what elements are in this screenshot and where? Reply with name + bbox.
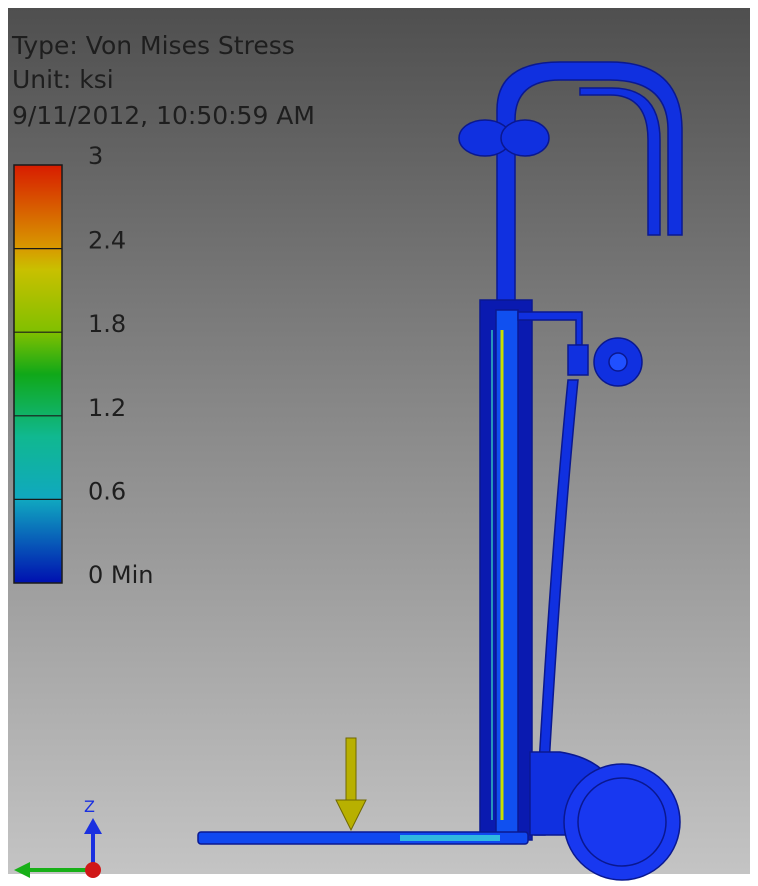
legend-label: 1.2 (88, 394, 126, 422)
background (8, 8, 750, 874)
legend-label: 0 Min (88, 561, 153, 589)
page: Type: Von Mises Stress Unit: ksi 9/11/20… (0, 0, 758, 882)
z-label: Z (84, 797, 95, 816)
legend-label: 1.8 (88, 310, 126, 338)
color-bar-fill (14, 165, 62, 583)
legend-label: 2.4 (88, 227, 126, 255)
type-line: Type: Von Mises Stress (11, 31, 295, 60)
legend-label: 3 (88, 142, 103, 170)
unit-line: Unit: ksi (12, 65, 114, 94)
legend-label: 0.6 (88, 477, 126, 505)
color-bar (14, 165, 62, 583)
timestamp: 9/11/2012, 10:50:59 AM (12, 101, 315, 130)
viewport: Type: Von Mises Stress Unit: ksi 9/11/20… (0, 0, 758, 882)
